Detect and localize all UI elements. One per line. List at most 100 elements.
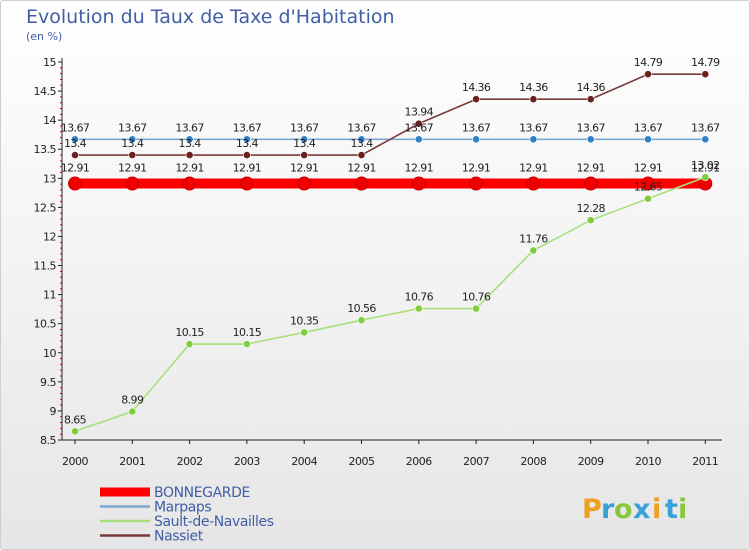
data-point (644, 194, 652, 203)
data-point (354, 176, 369, 191)
x-tick-label: 2010 (635, 455, 661, 468)
x-tick-label: 2011 (692, 455, 718, 468)
y-tick-label: 13 (43, 172, 56, 185)
x-tick-label: 2005 (349, 455, 375, 468)
x-tick-label: 2003 (234, 455, 260, 468)
x-tick-label: 2001 (119, 455, 145, 468)
axes: 8.5 9 9.5 10 10.5 11 11.5 12 12.5 13 13.5 14 14.5 15 2… (34, 56, 722, 468)
data-label: 13.67 (233, 121, 262, 134)
y-tick-label: 14.5 (34, 85, 57, 98)
data-label: 10.35 (290, 314, 319, 327)
data-point (125, 176, 140, 191)
y-tick-label: 8.5 (40, 434, 56, 447)
data-label: 13.4 (179, 137, 202, 150)
x-tick-label: 2006 (406, 455, 432, 468)
data-point (357, 151, 366, 159)
data-point (583, 176, 598, 191)
y-tick-label: 11 (43, 289, 56, 302)
legend: BONNEGARDEMarpapsSault-de-NavaillesNassi… (100, 485, 274, 545)
y-tick-label: 13.5 (34, 143, 57, 156)
data-label: 10.15 (175, 326, 204, 339)
data-label: 13.67 (576, 121, 605, 134)
data-point (701, 173, 710, 182)
logo-letter: i (678, 494, 687, 525)
legend-label: BONNEGARDE (154, 485, 250, 501)
data-point (71, 135, 79, 144)
x-tick-label: 2008 (520, 455, 546, 468)
data-point (529, 135, 538, 144)
data-label: 13.4 (64, 137, 87, 150)
data-point (644, 70, 652, 79)
data-label: 10.76 (462, 291, 491, 304)
data-labels: 12.91 12.91 12.91 12.91 12.91 12.91 12.91 12.91… (61, 56, 721, 426)
data-label: 13.67 (290, 121, 319, 134)
data-point (472, 135, 480, 144)
data-label: 13.4 (121, 137, 144, 150)
data-point (357, 316, 366, 325)
data-point (300, 151, 309, 159)
data-point (526, 176, 541, 191)
data-label: 12.91 (290, 162, 319, 175)
series-lines (68, 70, 713, 436)
data-point (586, 216, 595, 225)
data-label: 14.36 (519, 81, 548, 94)
data-point (242, 135, 251, 144)
data-point (300, 328, 309, 337)
legend-label: Nassiet (154, 529, 204, 545)
data-label: 13.02 (691, 159, 720, 172)
data-point (586, 95, 595, 104)
data-point (411, 176, 426, 191)
data-label: 13.67 (175, 121, 204, 134)
data-point (529, 246, 538, 255)
data-point (71, 427, 79, 436)
series-line (74, 176, 706, 433)
data-label: 13.67 (462, 121, 491, 134)
data-label: 10.56 (347, 302, 376, 315)
data-label: 12.91 (118, 162, 147, 175)
data-point (644, 135, 652, 144)
data-label: 13.4 (236, 137, 259, 150)
data-label: 13.67 (347, 121, 376, 134)
logo-letter: t (665, 494, 678, 525)
data-label: 11.76 (519, 232, 548, 245)
data-point (128, 151, 137, 159)
data-label: 12.91 (405, 162, 434, 175)
x-tick-label: 2007 (463, 455, 489, 468)
data-label: 13.67 (634, 121, 663, 134)
data-point (472, 304, 480, 313)
data-label: 10.76 (405, 291, 434, 304)
logo-letter: i (652, 494, 661, 525)
data-point (297, 176, 312, 191)
data-label: 13.67 (691, 121, 720, 134)
y-tick-label: 11.5 (34, 260, 57, 273)
data-point (242, 340, 251, 348)
data-point (128, 135, 137, 144)
data-label: 13.67 (61, 121, 90, 134)
data-label: 14.36 (462, 81, 491, 94)
data-point (68, 176, 82, 191)
data-point (472, 95, 480, 104)
data-label: 13.67 (405, 121, 434, 134)
y-tick-label: 14 (43, 114, 56, 127)
data-label: 13.67 (118, 121, 147, 134)
data-label: 8.99 (121, 394, 144, 407)
data-label: 12.91 (576, 162, 605, 175)
data-point (641, 176, 655, 191)
data-point (586, 135, 595, 144)
logo-letter: r (601, 494, 615, 525)
legend-label: Marpaps (154, 500, 211, 516)
data-label: 14.79 (691, 56, 720, 69)
data-label: 13.67 (519, 121, 548, 134)
x-tick-label: 2009 (578, 455, 604, 468)
data-label: 10.15 (233, 326, 262, 339)
data-point (185, 340, 194, 348)
series-line (75, 73, 706, 156)
data-label: 12.91 (347, 162, 376, 175)
y-tick-label: 9 (50, 405, 57, 418)
data-point (239, 176, 254, 191)
y-tick-label: 9.5 (40, 376, 56, 389)
data-label: 13.4 (293, 137, 316, 150)
data-label: 12.91 (61, 162, 90, 175)
